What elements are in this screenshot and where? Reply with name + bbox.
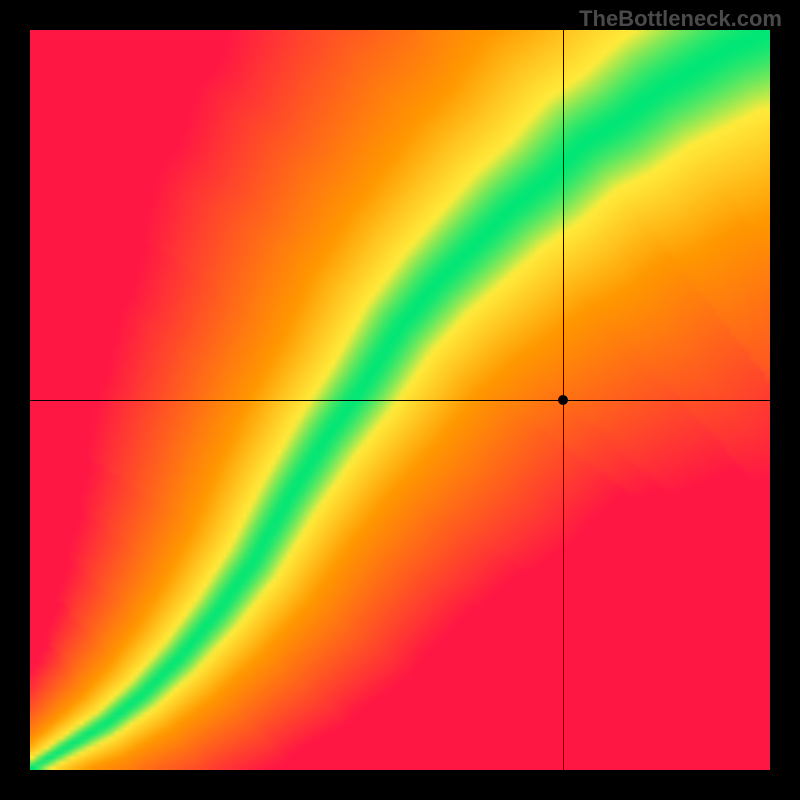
heatmap-chart	[30, 30, 770, 770]
crosshair-horizontal	[30, 400, 770, 401]
marker-dot	[558, 395, 568, 405]
watermark-text: TheBottleneck.com	[579, 6, 782, 32]
